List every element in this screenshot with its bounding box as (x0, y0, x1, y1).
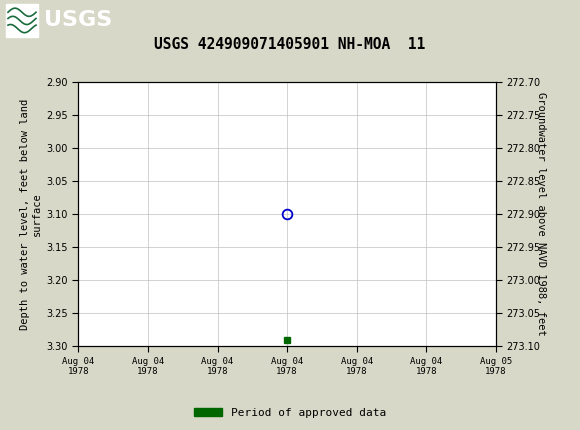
Y-axis label: Groundwater level above NAVD 1988, feet: Groundwater level above NAVD 1988, feet (536, 92, 546, 336)
Bar (6, 4, 38, 37)
Legend: Period of approved data: Period of approved data (190, 403, 390, 422)
Y-axis label: Depth to water level, feet below land
surface: Depth to water level, feet below land su… (20, 98, 42, 329)
Text: USGS: USGS (44, 10, 113, 31)
Text: USGS 424909071405901 NH-MOA  11: USGS 424909071405901 NH-MOA 11 (154, 37, 426, 52)
